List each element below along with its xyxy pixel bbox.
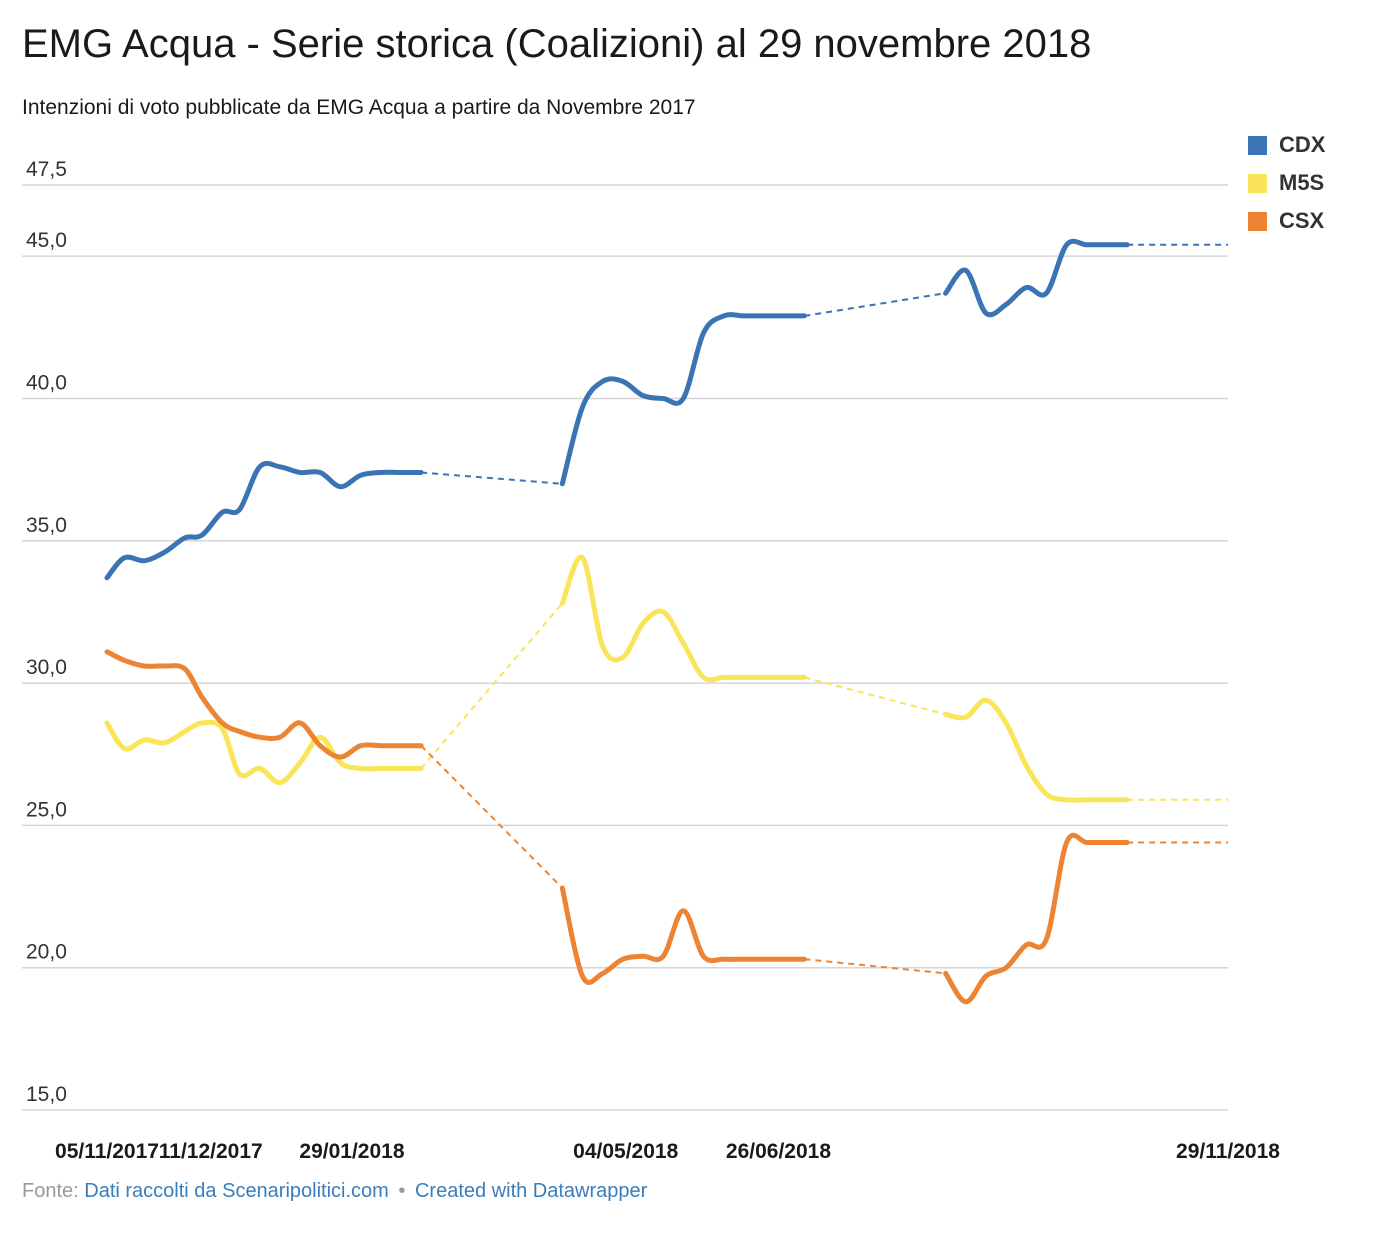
legend: CDX M5S CSX <box>1248 126 1325 240</box>
y-tick-label: 47,5 <box>26 158 67 181</box>
legend-swatch-cdx <box>1248 135 1267 155</box>
legend-label-m5s: M5S <box>1279 170 1325 195</box>
legend-swatch-csx <box>1248 211 1267 231</box>
gap-connector-csx <box>804 958 946 975</box>
gap-connector-csx <box>420 744 564 889</box>
x-tick-label: 05/11/2017 <box>55 1140 159 1163</box>
x-tick-label: 29/11/2018 <box>1176 1140 1280 1163</box>
y-tick-label: 25,0 <box>26 798 67 821</box>
x-tick-label: 11/12/2017 <box>159 1140 263 1163</box>
legend-item-m5s: M5S <box>1248 164 1325 202</box>
source-link[interactable]: Dati raccolti da Scenaripolitici.com <box>84 1180 389 1202</box>
x-tick-label: 04/05/2018 <box>573 1140 678 1163</box>
legend-label-csx: CSX <box>1279 208 1325 233</box>
series-lines <box>104 238 1228 1005</box>
legend-label-cdx: CDX <box>1279 132 1326 157</box>
gap-connector-m5s <box>420 602 564 770</box>
series-line-csx <box>943 832 1130 1005</box>
x-axis-labels: 05/11/2017 11/12/2017 29/01/2018 04/05/2018… <box>55 1140 1280 1163</box>
series-line-cdx <box>943 238 1130 318</box>
chart-subtitle: Intenzioni di voto pubblicate da EMG Acq… <box>22 96 696 119</box>
series-line-m5s <box>559 554 807 683</box>
gap-connector-m5s <box>804 676 946 716</box>
chart-title: EMG Acqua - Serie storica (Coalizioni) a… <box>22 22 1092 66</box>
y-tick-label: 30,0 <box>26 656 67 679</box>
footer-separator: • <box>398 1180 406 1202</box>
footer-prefix: Fonte: <box>22 1180 79 1202</box>
datawrapper-link[interactable]: Created with Datawrapper <box>414 1180 648 1202</box>
grid-layer <box>22 184 1228 1111</box>
y-tick-label: 45,0 <box>26 229 67 252</box>
series-line-cdx <box>104 460 424 581</box>
legend-swatch-m5s <box>1248 173 1267 193</box>
x-tick-label: 26/06/2018 <box>726 1140 831 1163</box>
gap-connector-cdx <box>804 292 946 317</box>
y-tick-label: 35,0 <box>26 514 67 537</box>
series-line-m5s <box>104 719 424 786</box>
gap-connector-cdx <box>421 471 563 485</box>
series-line-csx <box>559 885 807 985</box>
y-tick-label: 20,0 <box>26 941 67 964</box>
legend-item-csx: CSX <box>1248 202 1325 240</box>
x-tick-label: 29/01/2018 <box>299 1140 404 1163</box>
series-line-csx <box>104 649 424 760</box>
y-tick-label: 40,0 <box>26 371 67 394</box>
y-tick-label: 15,0 <box>26 1083 67 1106</box>
series-line-cdx <box>559 312 807 487</box>
series-line-m5s <box>943 697 1130 803</box>
legend-item-cdx: CDX <box>1248 126 1325 164</box>
y-axis-labels: 47,5 45,0 40,0 35,0 30,0 25,0 20,0 15,0 <box>26 158 67 1106</box>
footer: Fonte: Dati raccolti da Scenaripolitici.… <box>22 1180 647 1203</box>
